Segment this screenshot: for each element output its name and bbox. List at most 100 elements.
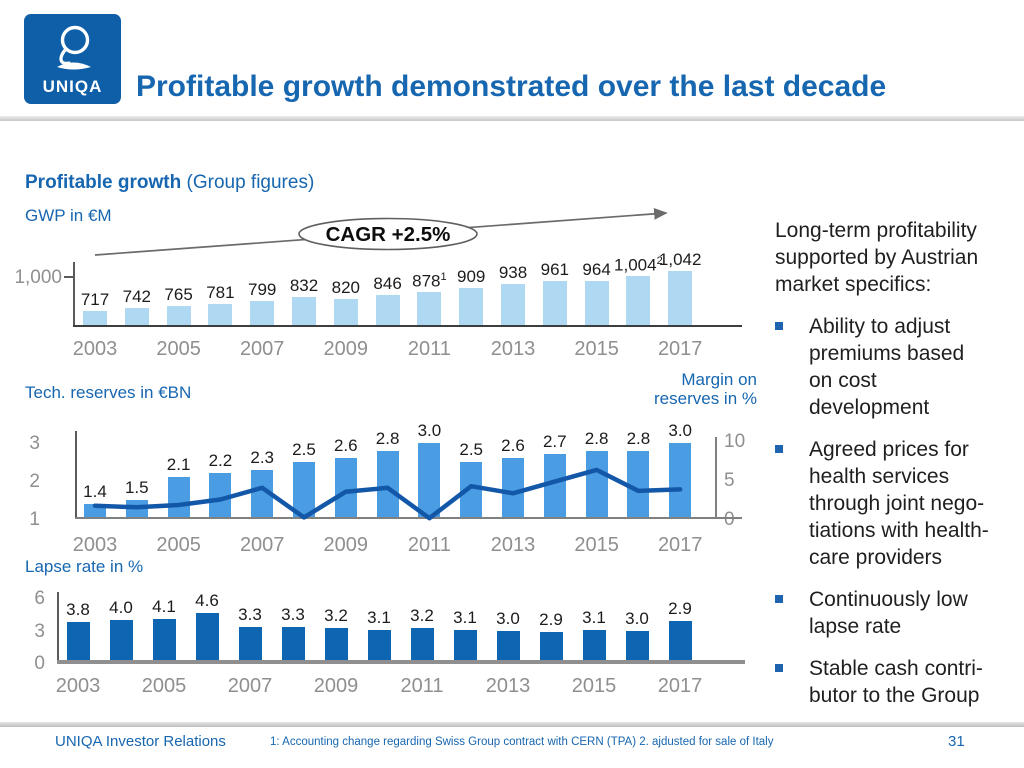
bar [584, 280, 609, 326]
bar-value-label: 765 [164, 284, 193, 304]
bullet-text-line: Stable cash contri- [809, 657, 983, 680]
bar-value-label: 909 [457, 266, 486, 286]
bar-value-label: 3.0 [417, 421, 442, 440]
margin-right-axis [715, 437, 717, 519]
bullet-text: Continuously low lapse rate [809, 586, 968, 640]
sidebar-heading-line: market specifics: [775, 273, 932, 296]
y-axis-tick-label: 6 [34, 588, 45, 609]
sidebar-bullet-item: Stable cash contri-butor to the Group [775, 655, 1017, 709]
bar-value-label: 2.6 [501, 436, 525, 456]
bar [410, 628, 434, 663]
reserves-x-axis [75, 517, 742, 519]
x-axis-tick-label: 2005 [141, 675, 187, 697]
section-heading-rest: (Group figures) [181, 172, 315, 193]
sidebar-bullet-item: Agreed prices for health services through … [775, 436, 1017, 571]
bar [668, 620, 692, 663]
gwp-chart-title: GWP in €M [25, 206, 112, 225]
sidebar-heading: Long-term profitability supported by Aust… [775, 217, 1017, 298]
bar [625, 630, 649, 663]
x-axis-tick-label: 2015 [574, 338, 619, 360]
x-axis-tick-label: 2007 [239, 338, 285, 360]
bullet-square-icon [775, 322, 783, 330]
right-axis-tick-label: 10 [724, 431, 746, 452]
bullet-text-line: health services [809, 465, 950, 488]
bar-value-label: 1,042 [658, 250, 702, 270]
bar [453, 629, 477, 663]
x-axis-tick-label: 2017 [657, 675, 703, 697]
x-axis-tick-label: 2003 [72, 338, 118, 360]
bar-value-label: 1.5 [124, 478, 149, 497]
margin-axis-title: Margin on reserves in % [654, 370, 757, 408]
bar [539, 631, 563, 663]
bullet-text: Stable cash contri-butor to the Group [809, 655, 983, 709]
cagr-ellipse [298, 217, 478, 251]
sidebar-heading-line: supported by Austrian [775, 246, 979, 269]
x-axis-tick-label: 2005 [156, 534, 201, 556]
bar [496, 630, 520, 663]
cagr-trend-arrow [94, 207, 668, 256]
y-axis-tick-label: 1,000 [14, 267, 62, 288]
right-axis-tick-label: 5 [724, 470, 735, 491]
reserves-y-axis [75, 431, 77, 519]
bar [333, 298, 358, 326]
bar-value-label: 846 [373, 274, 402, 294]
bar [83, 311, 107, 326]
bar-value-label: 2.8 [584, 428, 609, 448]
bar [166, 305, 191, 326]
bar-value-label: 799 [248, 280, 277, 300]
cagr-annotation: CAGR +2.5% [326, 223, 451, 246]
bar-value-label: 2.9 [668, 598, 692, 618]
bar-value-label: 820 [331, 277, 360, 297]
bar-value-label: 717 [80, 290, 110, 310]
x-axis-tick-label: 2003 [55, 675, 101, 697]
bullet-square-icon [775, 445, 783, 453]
bar-value-label: 2.5 [292, 440, 316, 459]
uniqa-logo: UNIQA [24, 14, 121, 104]
x-axis-tick-label: 2007 [227, 675, 273, 697]
bar [627, 450, 650, 519]
bullet-text-line: tiations with health- [809, 519, 989, 542]
bar-value-label: 2.6 [333, 436, 358, 456]
bar [626, 275, 651, 326]
uniqa-q-icon [57, 25, 91, 70]
bar [152, 618, 176, 663]
bar-value-label: 3.0 [668, 421, 693, 440]
bar [250, 301, 275, 326]
x-axis-tick-label: 2007 [239, 534, 285, 556]
bar-value-label: 2.1 [166, 455, 191, 475]
bar-value-label: 3.8 [66, 599, 90, 619]
section-heading: Profitable growth (Group figures) [25, 172, 314, 194]
bar [208, 303, 233, 326]
bar-value-label: 3.3 [281, 605, 305, 625]
x-axis-tick-label: 2011 [407, 338, 451, 360]
bar [542, 281, 567, 326]
bar-value-label: 2.9 [539, 609, 563, 629]
x-axis-tick-label: 2017 [657, 338, 703, 360]
bar [281, 627, 305, 663]
bar [459, 287, 484, 326]
x-axis-tick-label: 2009 [323, 338, 369, 360]
x-axis-tick-label: 2015 [571, 675, 617, 697]
section-heading-bold: Profitable growth [25, 172, 182, 193]
bar-value-label: 2.7 [542, 432, 567, 452]
bar [669, 443, 692, 519]
bullet-text-line: premiums based [809, 342, 965, 365]
bar [668, 271, 693, 326]
uniqa-logo-text: UNIQA [42, 77, 103, 96]
sidebar: Long-term profitability supported by Aust… [775, 217, 1017, 724]
y-axis-tick-label: 3 [34, 621, 45, 642]
bar-value-label: 3.1 [582, 607, 606, 627]
sidebar-bullet-list: Ability to adjust premiums based on cost de… [775, 313, 1017, 709]
sidebar-bullet-item: Ability to adjust premiums based on cost de… [775, 313, 1017, 421]
bullet-text: Agreed prices for health services through … [809, 436, 989, 571]
bar [501, 284, 525, 326]
bullet-text-line: Ability to adjust [809, 315, 951, 338]
bar-value-label: 2.8 [626, 428, 651, 448]
bar-value-label: 3.3 [238, 605, 262, 625]
bar [543, 454, 566, 519]
bar-value-label: 4.1 [152, 596, 176, 616]
right-axis-tick-label: 0 [724, 509, 735, 530]
bar [367, 629, 391, 663]
bar-value-label: 2.8 [375, 428, 400, 448]
